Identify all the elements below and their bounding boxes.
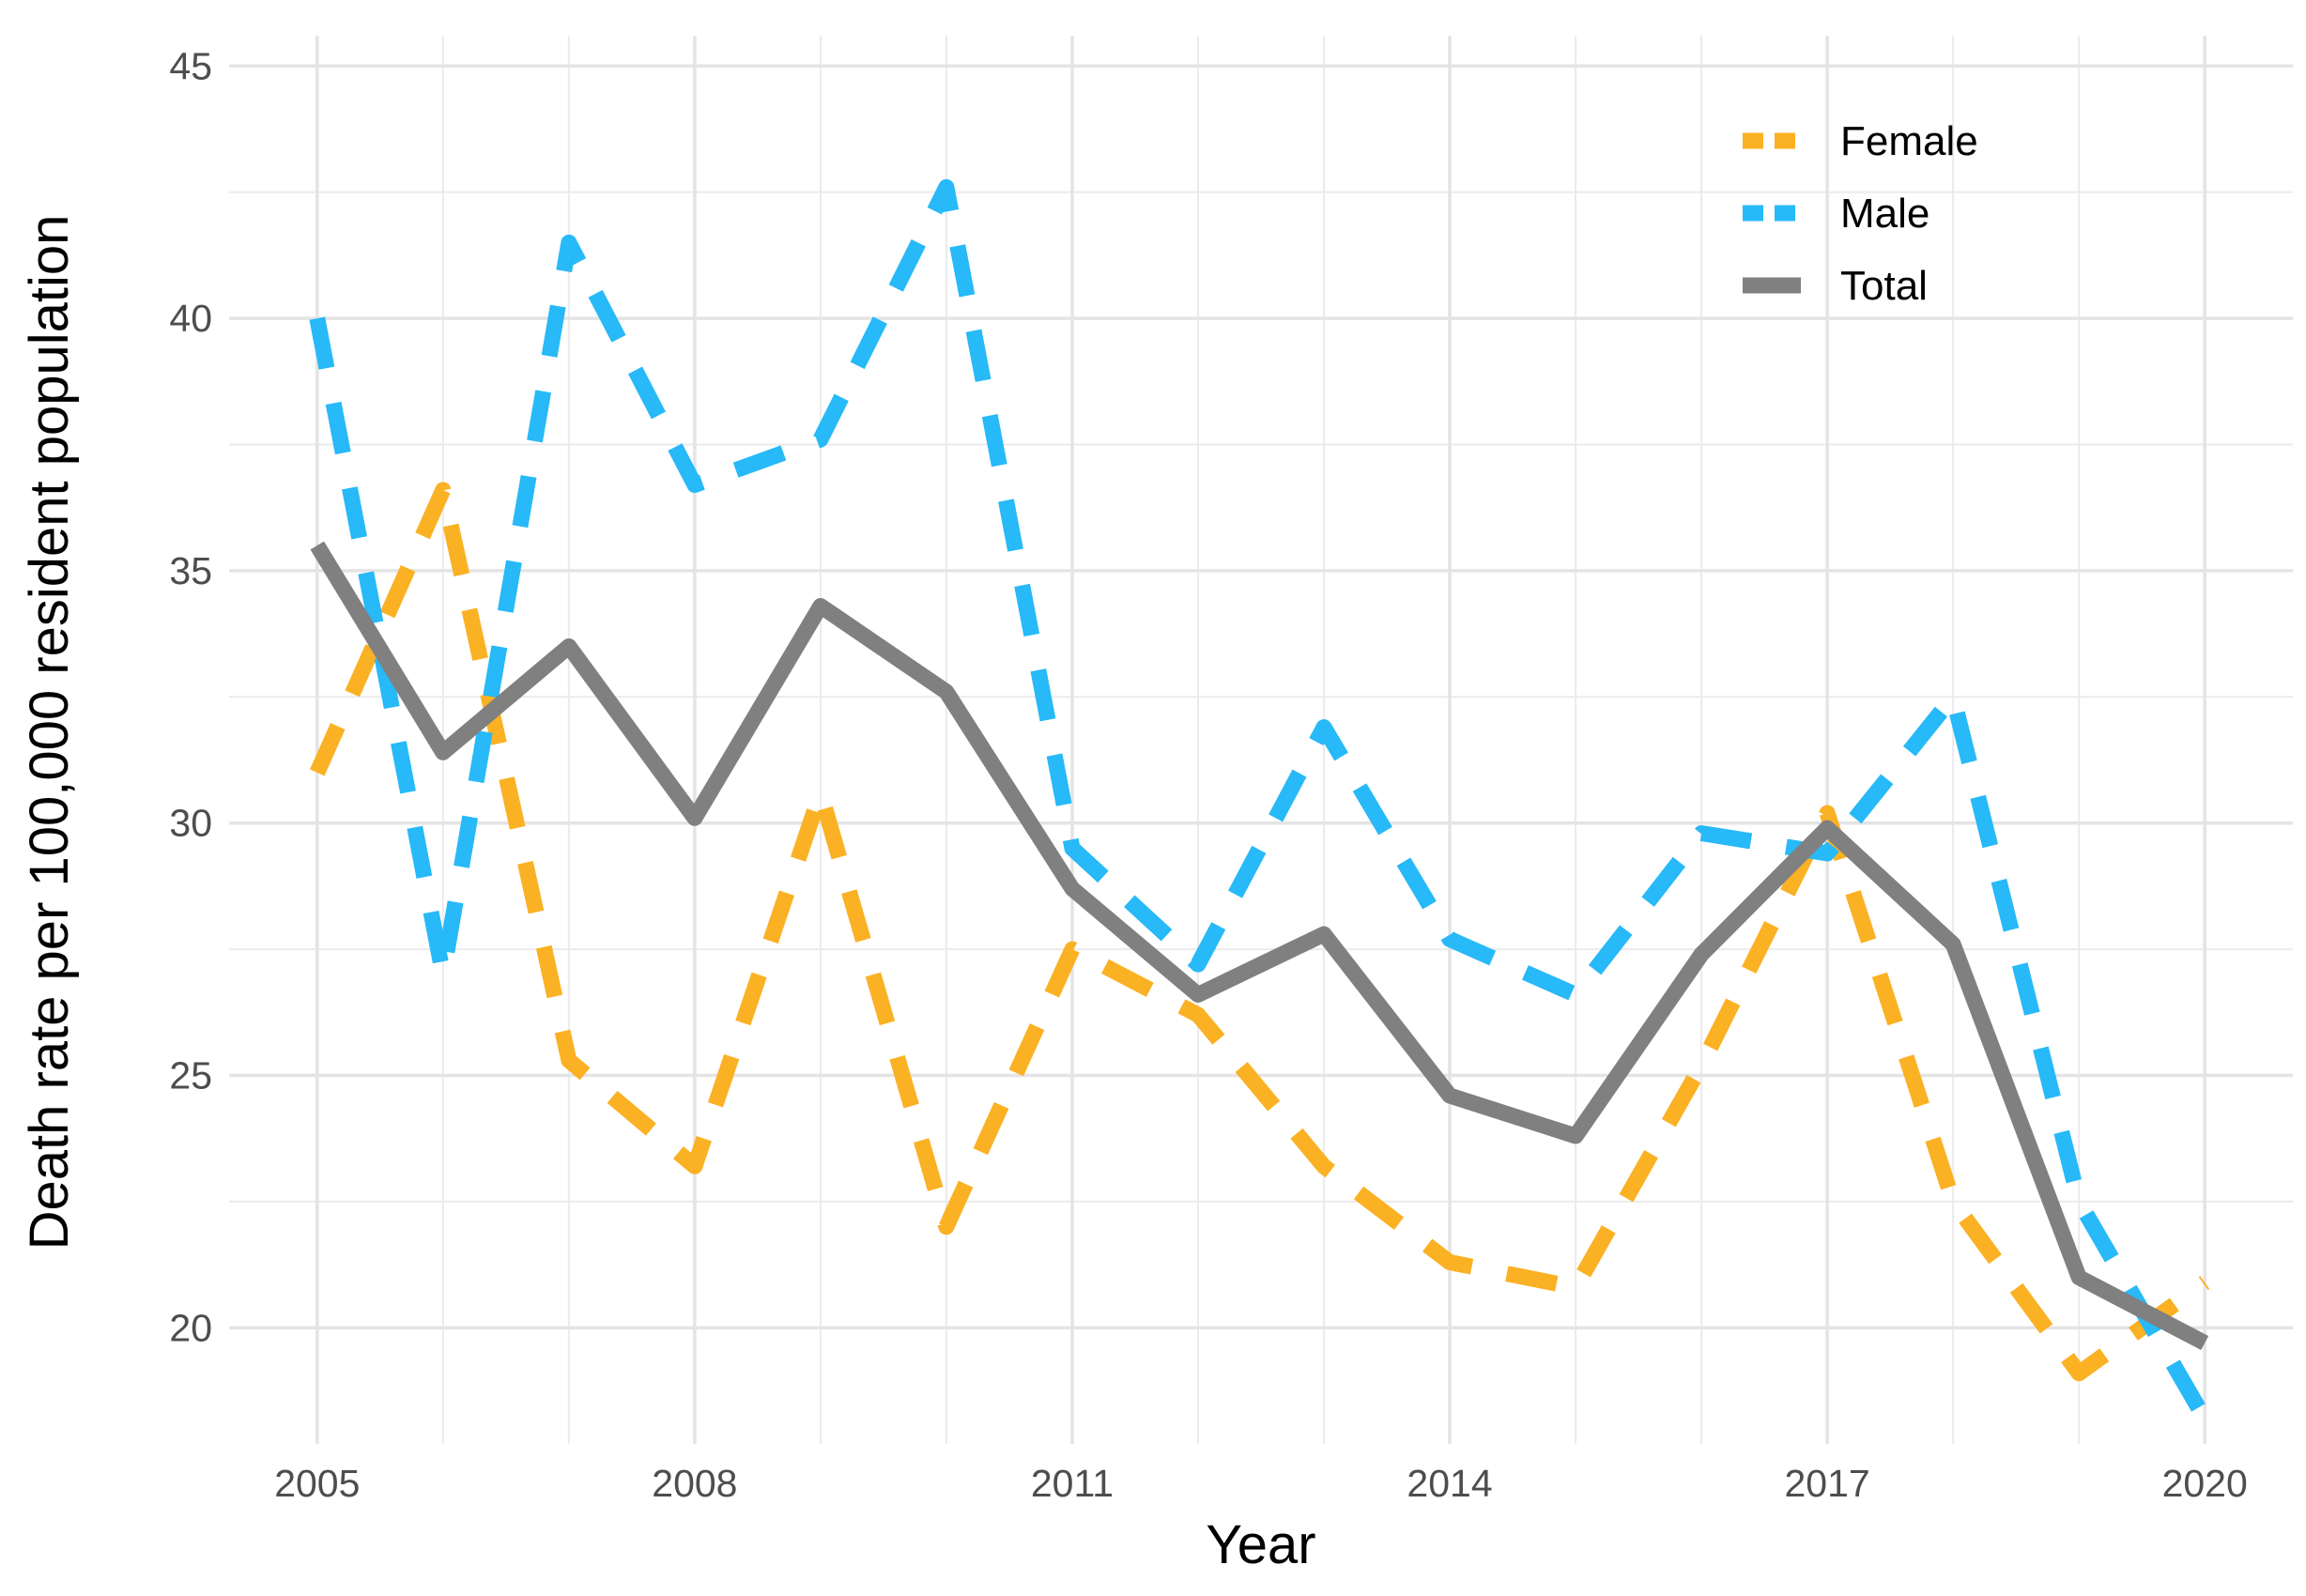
legend-label-male: Male <box>1840 191 1929 237</box>
y-tick-label: 25 <box>169 1054 212 1097</box>
y-tick-label: 40 <box>169 297 212 340</box>
x-tick-label: 2008 <box>652 1462 737 1505</box>
y-tick-label: 45 <box>169 44 212 87</box>
x-tick-label: 2011 <box>1031 1462 1114 1505</box>
y-axis-title: Death rate per 100,000 resident populati… <box>19 215 80 1251</box>
x-tick-label: 2017 <box>1785 1462 1870 1505</box>
y-axis-tick-labels: 20 25 30 35 40 45 <box>169 44 212 1349</box>
legend-label-total: Total <box>1840 263 1928 309</box>
x-tick-label: 2005 <box>274 1462 360 1505</box>
legend: Female Male Total <box>1743 118 1978 309</box>
legend-label-female: Female <box>1840 118 1978 164</box>
series-line-male <box>309 178 2212 1423</box>
y-tick-label: 35 <box>169 549 212 592</box>
series-line-total <box>310 541 2209 1351</box>
x-axis-tick-labels: 2005 2008 2011 2014 2017 2020 <box>274 1462 2248 1505</box>
x-tick-label: 2014 <box>1407 1462 1492 1505</box>
series-lines <box>309 178 2212 1423</box>
major-gridlines <box>229 36 2293 1444</box>
x-tick-label: 2020 <box>2162 1462 2248 1505</box>
y-tick-label: 20 <box>169 1306 212 1349</box>
x-axis-title: Year <box>1206 1514 1315 1575</box>
series-line-female <box>310 482 2210 1382</box>
y-tick-label: 30 <box>169 802 212 845</box>
